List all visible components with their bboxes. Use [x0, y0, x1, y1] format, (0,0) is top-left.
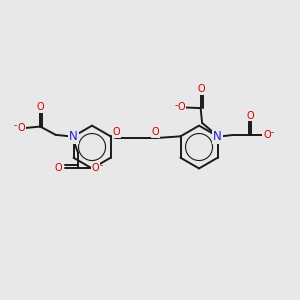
Text: O: O: [263, 130, 271, 140]
Text: N: N: [213, 130, 222, 143]
Text: -: -: [271, 128, 274, 137]
Text: O: O: [17, 123, 25, 133]
Text: O: O: [55, 163, 62, 172]
Text: -: -: [14, 122, 17, 130]
Text: O: O: [151, 127, 159, 137]
Text: O: O: [113, 127, 120, 137]
Text: O: O: [178, 103, 185, 112]
Text: -: -: [174, 101, 178, 110]
Text: O: O: [92, 163, 99, 172]
Text: O: O: [246, 110, 254, 121]
Text: O: O: [197, 84, 205, 94]
Text: N: N: [69, 130, 78, 143]
Text: -: -: [100, 161, 103, 170]
Text: O: O: [36, 102, 44, 112]
